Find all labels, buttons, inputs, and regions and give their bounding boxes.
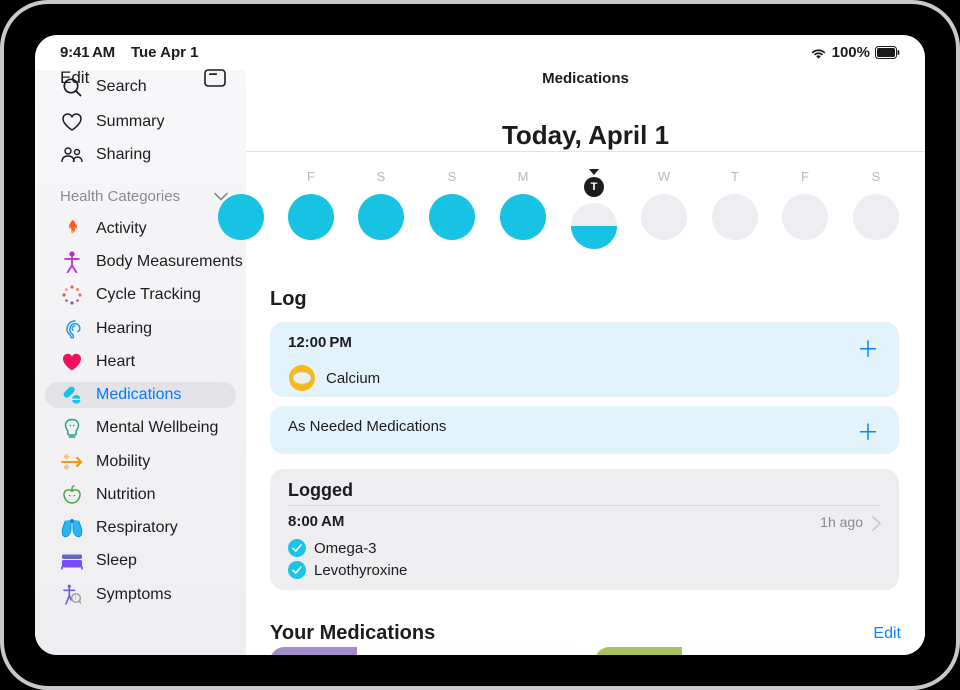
svg-text:!: ! bbox=[75, 596, 77, 602]
